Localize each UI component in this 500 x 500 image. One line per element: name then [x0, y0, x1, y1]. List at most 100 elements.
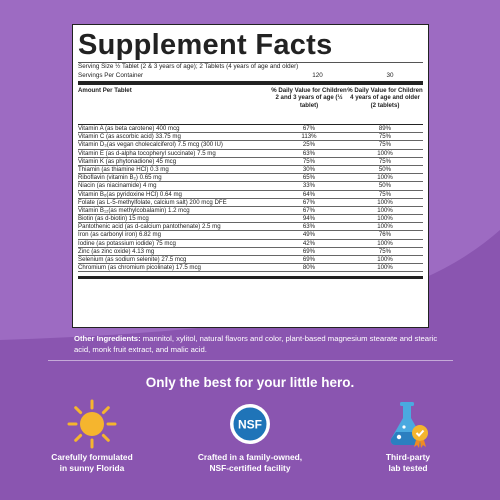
- nutrient-row: Vitamin A (as beta carotene) 400 mcg 67% 8…: [78, 125, 423, 134]
- servings-value-older: 30: [386, 71, 394, 79]
- feature-lab: Third-party lab tested: [338, 398, 478, 474]
- nutrient-row: Vitamin B₆(as pyridoxine HCl) 0.64 mg 64%…: [78, 191, 423, 199]
- servings-per-container-row: Servings Per Container 120 30: [78, 72, 423, 81]
- dv-young: 65%: [302, 174, 316, 182]
- dv-older: 100%: [377, 215, 393, 223]
- nutrient-row: Niacin (as niacinamide) 4 mg 33% 50%: [78, 182, 423, 191]
- dv-young: 33%: [302, 182, 316, 190]
- nutrient-row: Chromium (as chromium picolinate) 17.5 m…: [78, 264, 423, 273]
- dv-older: 100%: [377, 198, 393, 206]
- nutrient-name: Vitamin E (as d-alpha tocopheryl succina…: [78, 149, 216, 157]
- dv-young: 49%: [302, 231, 316, 239]
- dv-older: 100%: [377, 223, 393, 231]
- nutrient-name: Niacin (as niacinamide) 4 mg: [78, 182, 157, 190]
- dv-young: 67%: [302, 125, 316, 132]
- dv-older: 75%: [378, 133, 392, 141]
- dv-young: 94%: [302, 215, 316, 223]
- nutrient-row: Vitamin B₁₂(as methylcobalamin) 1.2 mcg 6…: [78, 206, 423, 216]
- dv-young: 80%: [302, 264, 316, 272]
- dv-young: 69%: [302, 256, 316, 263]
- dv-older: 76%: [378, 231, 392, 239]
- dv-young: 75%: [302, 157, 316, 165]
- nutrient-row: Biotin (as d-biotin) 15 mcg 94% 100%: [78, 215, 423, 224]
- servings-value-young: 120: [312, 71, 323, 79]
- dv-young: 42%: [302, 239, 316, 247]
- lab-flask-icon: [338, 398, 478, 450]
- dv-young: 69%: [302, 247, 316, 255]
- bottom-rule: [78, 276, 423, 280]
- dv-older: 75%: [378, 190, 392, 198]
- thick-rule: [78, 81, 423, 85]
- nutrient-row: Vitamin C (as ascorbic acid) 33.75 mg 113…: [78, 133, 423, 142]
- nutrient-name: Pantothenic acid (as d-calcium pantothen…: [78, 223, 221, 231]
- dv-young: 113%: [301, 133, 317, 141]
- other-ingredients: Other Ingredients: mannitol, xylitol, na…: [74, 333, 449, 355]
- dv-older: 75%: [378, 157, 392, 165]
- nutrient-name: Iron (as carbonyl iron) 6.82 mg: [78, 231, 161, 239]
- nutrient-name: Vitamin C (as ascorbic acid) 33.75 mg: [78, 133, 181, 141]
- nutrient-row: Thiamin (as thiamine HCl) 0.3 mg 30% 50%: [78, 165, 423, 175]
- nutrient-name: Biotin (as d-biotin) 15 mcg: [78, 215, 149, 223]
- tagline: Only the best for your little hero.: [145, 375, 355, 390]
- feature-caption: Carefully formulated in sunny Florida: [51, 452, 133, 473]
- nutrient-name: Vitamin A (as beta carotene) 400 mcg: [78, 125, 180, 132]
- divider: [48, 360, 453, 361]
- dv-older: 89%: [378, 125, 392, 132]
- feature-florida: Carefully formulated in sunny Florida: [22, 398, 162, 474]
- dv-older: 100%: [377, 256, 393, 263]
- servings-label: Servings Per Container: [78, 71, 144, 79]
- dv-older: 100%: [377, 264, 393, 272]
- nutrient-row: Iodine (as potassium iodide) 75 mcg 42% 10…: [78, 240, 423, 248]
- feature-nsf: NSF Crafted in a family-owned, NSF-certi…: [180, 398, 320, 474]
- dv-young: 30%: [302, 165, 316, 173]
- dv-older: 100%: [377, 149, 393, 157]
- facts-title: Supplement Facts: [78, 29, 423, 63]
- dv-young: 63%: [302, 223, 316, 231]
- nutrient-name: Folate (as L-5-methylfolate, calcium sal…: [78, 198, 227, 206]
- nutrient-row: Riboflavin (vitamin B₂) 0.65 mg 65% 100%: [78, 174, 423, 183]
- nutrient-rows: Vitamin A (as beta carotene) 400 mcg 67% 8…: [78, 125, 423, 273]
- dv-older: 100%: [377, 239, 393, 247]
- nutrient-name: Vitamin B₁₂(as methylcobalamin) 1.2 mcg: [78, 206, 190, 214]
- dv-young: 64%: [302, 190, 316, 198]
- nutrient-name: Thiamin (as thiamine HCl) 0.3 mg: [78, 165, 169, 173]
- sun-icon: [22, 398, 162, 450]
- nutrient-name: Iodine (as potassium iodide) 75 mcg: [78, 239, 176, 247]
- dv-young: 63%: [302, 149, 316, 157]
- nutrient-row: Selenium (as sodium selenite) 27.5 mcg 69…: [78, 256, 423, 265]
- nutrient-row: Folate (as L-5-methylfolate, calcium sal…: [78, 199, 423, 207]
- nutrient-row: Vitamin D₃(as vegan cholecalciferol) 7.5…: [78, 141, 423, 150]
- nutrient-name: Zinc (as zinc oxide) 4.13 mg: [78, 247, 155, 255]
- nutrient-row: Vitamin E (as d-alpha tocopheryl succina…: [78, 150, 423, 158]
- nutrient-row: Pantothenic acid (as d-calcium pantothen…: [78, 223, 423, 232]
- serving-size: Serving Size ½ Tablet (2 & 3 years of ag…: [78, 63, 299, 70]
- dv-young: 67%: [302, 198, 316, 206]
- dv-young: 67%: [302, 206, 316, 214]
- dv-older: 100%: [377, 206, 393, 214]
- nutrient-name: Vitamin B₆(as pyridoxine HCl) 0.64 mg: [78, 190, 182, 198]
- column-headers: Amount Per Tablet % Daily Value for Chil…: [78, 85, 423, 125]
- feature-caption: Third-party lab tested: [385, 452, 431, 473]
- feature-caption: Crafted in a family-owned, NSF-certified…: [197, 452, 303, 473]
- nutrient-name: Riboflavin (vitamin B₂) 0.65 mg: [78, 174, 162, 182]
- dv-header-young: % Daily Value for Children 2 and 3 years…: [271, 87, 347, 109]
- dv-older: 75%: [378, 141, 392, 149]
- dv-older: 50%: [378, 165, 392, 173]
- nutrient-name: Chromium (as chromium picolinate) 17.5 m…: [78, 264, 201, 272]
- nutrient-row: Vitamin K (as phytonadione) 45 mcg 75% 75%: [78, 158, 423, 166]
- nutrient-name: Vitamin D₃(as vegan cholecalciferol) 7.5…: [78, 141, 223, 149]
- dv-older: 100%: [377, 174, 393, 182]
- dv-older: 50%: [378, 182, 392, 190]
- amount-header: Amount Per Tablet: [78, 87, 132, 94]
- ingredients-label: Other Ingredients:: [74, 334, 141, 343]
- nutrient-name: Selenium (as sodium selenite) 27.5 mcg: [78, 256, 187, 263]
- dv-young: 25%: [302, 141, 316, 149]
- dv-header-older: % Daily Value for Children 4 years of ag…: [347, 87, 423, 109]
- nutrient-name: Vitamin K (as phytonadione) 45 mcg: [78, 157, 177, 165]
- svg-text:NSF: NSF: [238, 418, 262, 432]
- supplement-facts-panel: Supplement Facts Serving Size ½ Tablet (…: [72, 24, 429, 328]
- nsf-logo: NSF: [180, 398, 320, 450]
- dv-older: 75%: [378, 247, 392, 255]
- nutrient-row: Zinc (as zinc oxide) 4.13 mg 69% 75%: [78, 248, 423, 256]
- nutrient-row: Iron (as carbonyl iron) 6.82 mg 49% 76%: [78, 231, 423, 240]
